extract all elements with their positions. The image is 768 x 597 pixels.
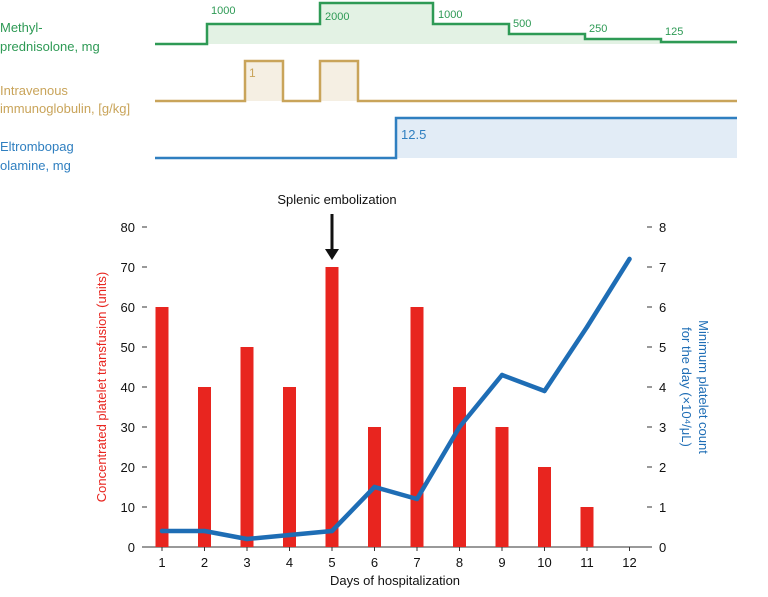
methylprednisolone-dose-2000: 2000	[325, 11, 349, 23]
right-tick-label: 3	[659, 420, 666, 435]
right-tick-label: 6	[659, 300, 666, 315]
left-y-axis: 0 10 20 30 40 50 60 70 80	[121, 220, 147, 555]
platelet-count-point	[414, 496, 420, 502]
eltrombopag-dose-value: 12.5	[401, 127, 426, 142]
x-tick-label: 1	[158, 555, 165, 570]
eltrombopag-track: Eltrombopag olamine, mg 12.5	[0, 116, 737, 173]
x-tick-label: 9	[498, 555, 505, 570]
x-tick-label: 3	[243, 555, 250, 570]
transfusion-bar	[325, 267, 339, 547]
x-tick-label: 10	[537, 555, 551, 570]
methylprednisolone-dose-line	[155, 1, 737, 46]
eltrombopag-label-line-1: Eltrombopag	[0, 139, 74, 154]
right-axis-title-line-1: Minimum platelet count	[696, 320, 711, 454]
transfusion-bar	[155, 307, 169, 547]
transfusion-bar	[240, 347, 254, 547]
x-tick-label: 11	[580, 555, 594, 570]
platelet-count-line	[159, 256, 632, 542]
annotation-text: Splenic embolization	[277, 192, 396, 207]
eltrombopag-label-line-2: olamine, mg	[0, 158, 71, 173]
methylprednisolone-label-line-1: Methyl-	[0, 20, 43, 35]
right-tick-label: 0	[659, 540, 666, 555]
methylprednisolone-dose-500: 500	[513, 18, 531, 30]
methylprednisolone-dose-area	[207, 3, 737, 44]
platelet-count-point	[244, 536, 250, 542]
platelet-count-point	[329, 528, 335, 534]
transfusion-bar	[198, 387, 211, 547]
methylprednisolone-dose-1000-taper: 1000	[438, 9, 462, 21]
left-tick-label: 30	[121, 420, 135, 435]
x-tick-label: 8	[456, 555, 463, 570]
transfusion-bar	[283, 387, 296, 547]
transfusion-bar	[495, 427, 509, 547]
ivig-dose-value: 1	[249, 66, 256, 80]
platelet-count-point	[627, 256, 632, 262]
right-tick-label: 1	[659, 500, 666, 515]
right-tick-label: 2	[659, 460, 666, 475]
ivig-dose-area-1	[245, 61, 283, 101]
platelet-count-point	[457, 424, 462, 430]
left-tick-label: 50	[121, 340, 135, 355]
right-axis-title-line-2: for the day (×10⁴/μL)	[679, 327, 694, 447]
eltrombopag-dose-line	[155, 116, 737, 160]
left-axis-title: Concentrated platelet transfusion (units…	[94, 272, 109, 503]
x-tick-label: 12	[622, 555, 636, 570]
left-tick-label: 70	[121, 260, 135, 275]
transfusion-bar	[410, 307, 424, 547]
annotation-arrow-head	[325, 249, 339, 260]
platelet-count-point	[372, 484, 377, 490]
methylprednisolone-label-line-2: prednisolone, mg	[0, 39, 100, 54]
left-tick-label: 0	[128, 540, 135, 555]
platelet-count-point	[202, 528, 207, 534]
left-tick-label: 40	[121, 380, 135, 395]
ivig-dose-line	[155, 59, 737, 103]
platelet-count-point	[499, 372, 505, 378]
methylprednisolone-dose-250: 250	[589, 23, 607, 35]
platelet-count-point	[287, 532, 292, 538]
x-axis-title: Days of hospitalization	[330, 573, 460, 588]
transfusion-bar	[538, 467, 551, 547]
platelet-count-point	[584, 324, 590, 330]
platelet-count-point	[542, 388, 547, 394]
transfusion-bar	[580, 507, 594, 547]
x-tick-label: 5	[328, 555, 335, 570]
right-tick-label: 8	[659, 220, 666, 235]
ivig-dose-area-2	[320, 61, 358, 101]
transfusion-bars	[155, 267, 594, 547]
x-tick-label: 6	[371, 555, 378, 570]
ivig-label-line-2: immunoglobulin, [g/kg]	[0, 101, 130, 116]
transfusion-bar	[453, 387, 466, 547]
x-axis: 1 2 3 4 5 6 7 8 9 10 11 12	[147, 546, 647, 570]
methylprednisolone-dose-125: 125	[665, 26, 683, 38]
methylprednisolone-track: Methyl- prednisolone, mg 1000 2000 1000 …	[0, 1, 737, 54]
left-tick-label: 20	[121, 460, 135, 475]
right-tick-label: 5	[659, 340, 666, 355]
platelet-count-point	[159, 528, 165, 534]
ivig-label-line-1: Intravenous	[0, 83, 68, 98]
left-tick-label: 80	[121, 220, 135, 235]
right-tick-label: 4	[659, 380, 666, 395]
x-tick-label: 2	[201, 555, 208, 570]
eltrombopag-dose-area	[396, 118, 737, 158]
left-tick-label: 60	[121, 300, 135, 315]
splenic-embolization-annotation: Splenic embolization	[277, 192, 397, 260]
right-y-axis: 0 1 2 3 4 5 6 7 8	[647, 220, 666, 555]
methylprednisolone-dose-1000: 1000	[211, 5, 235, 17]
x-tick-label: 7	[413, 555, 420, 570]
left-tick-label: 10	[121, 500, 135, 515]
right-tick-label: 7	[659, 260, 666, 275]
x-tick-label: 4	[286, 555, 293, 570]
platelet-count-series	[159, 256, 632, 542]
ivig-track: Intravenous immunoglobulin, [g/kg] 1	[0, 59, 737, 116]
